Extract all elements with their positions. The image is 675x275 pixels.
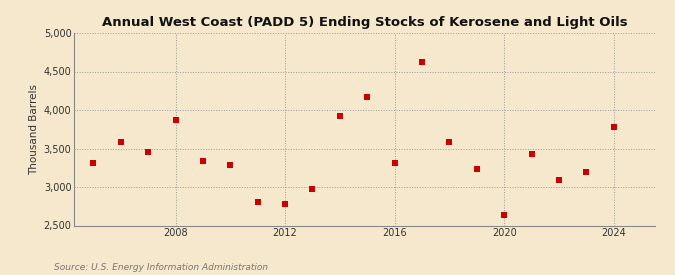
Point — [526, 152, 537, 156]
Point — [252, 199, 263, 204]
Point — [389, 161, 400, 165]
Point — [115, 140, 126, 145]
Point — [416, 60, 427, 64]
Point — [444, 139, 455, 144]
Title: Annual West Coast (PADD 5) Ending Stocks of Kerosene and Light Oils: Annual West Coast (PADD 5) Ending Stocks… — [102, 16, 627, 29]
Point — [170, 118, 181, 122]
Point — [362, 95, 373, 99]
Point — [143, 150, 154, 155]
Point — [471, 166, 482, 171]
Point — [499, 213, 510, 217]
Point — [334, 114, 345, 118]
Point — [307, 187, 318, 191]
Point — [608, 125, 619, 129]
Point — [198, 159, 209, 163]
Point — [88, 161, 99, 165]
Text: Source: U.S. Energy Information Administration: Source: U.S. Energy Information Administ… — [54, 263, 268, 272]
Y-axis label: Thousand Barrels: Thousand Barrels — [30, 84, 39, 175]
Point — [279, 202, 290, 206]
Point — [581, 169, 592, 174]
Point — [554, 178, 564, 182]
Point — [225, 163, 236, 168]
